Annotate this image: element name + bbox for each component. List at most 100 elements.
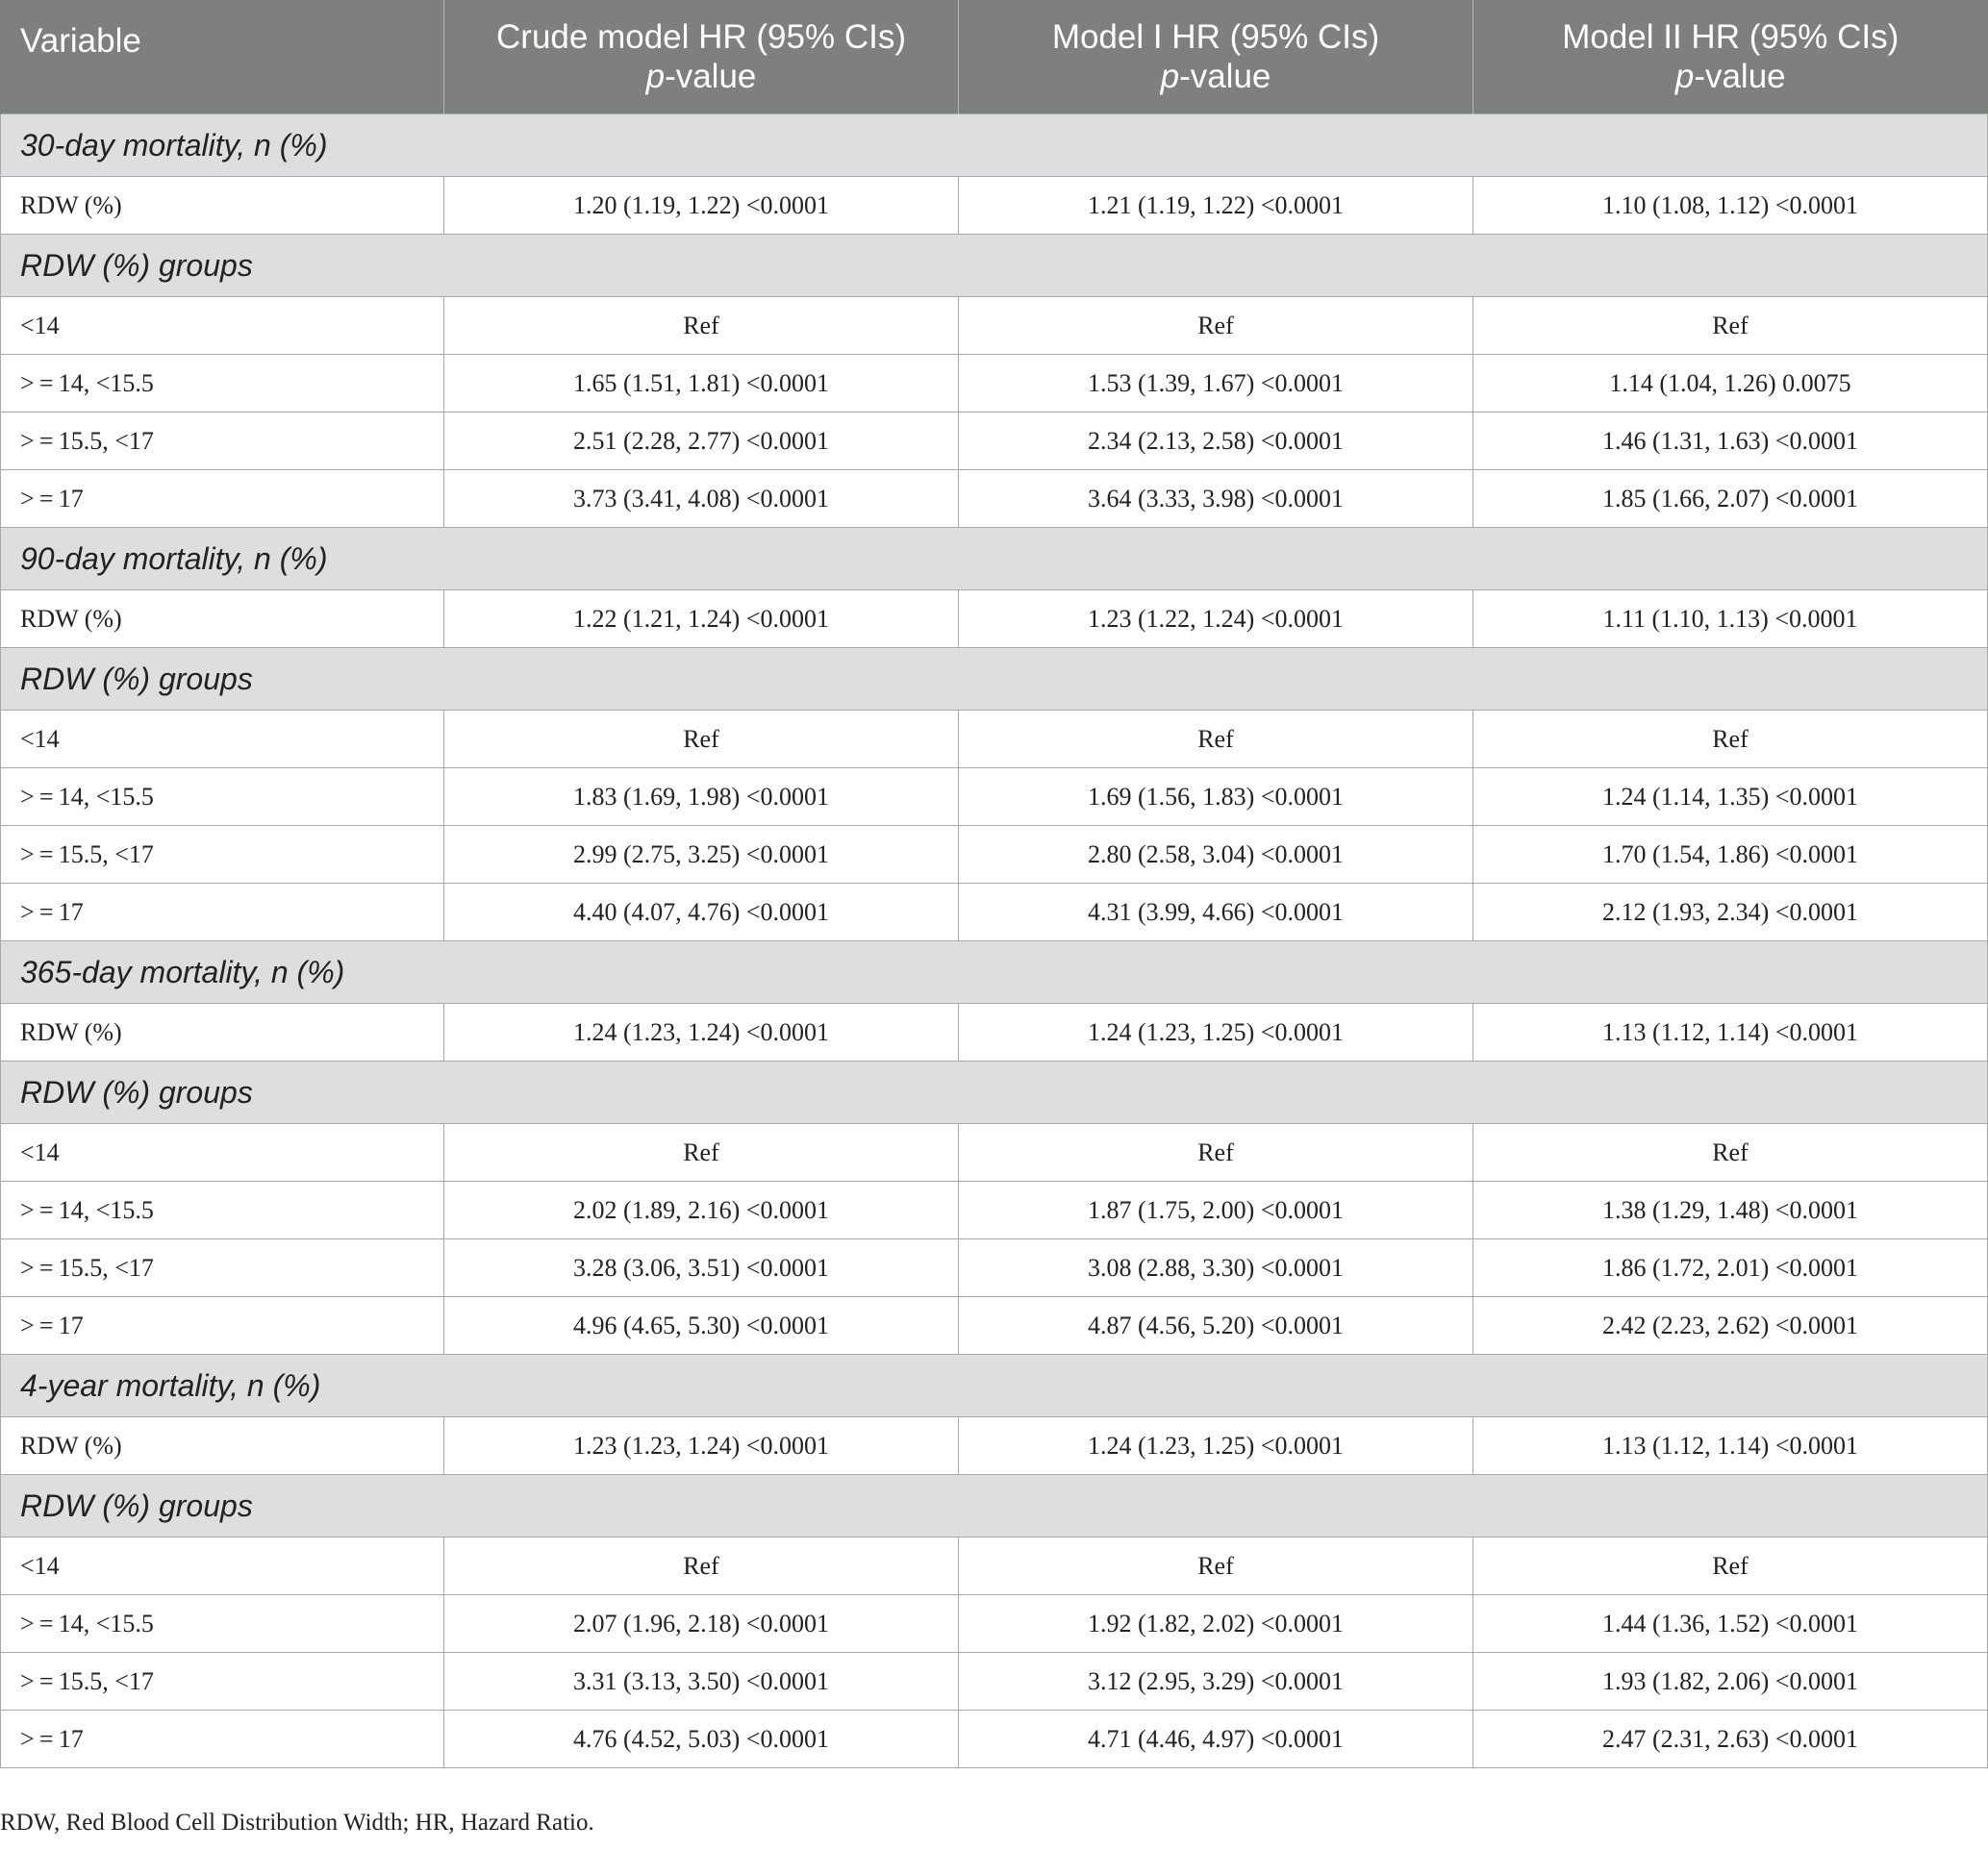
cell-model-ii: 1.24 (1.14, 1.35) <0.0001 — [1472, 767, 1988, 826]
subsection-header-row: RDW (%) groups — [0, 1061, 1988, 1124]
cell-model-i: Ref — [958, 296, 1473, 355]
cell-model-ii: 2.47 (2.31, 2.63) <0.0001 — [1472, 1710, 1988, 1768]
results-table-container: Variable Crude model HR (95% CIs) p-valu… — [0, 0, 1988, 1768]
subsection-header-row: RDW (%) groups — [0, 234, 1988, 297]
subsection-title: RDW (%) groups — [0, 1061, 1988, 1124]
cell-variable: > = 15.5, <17 — [0, 825, 444, 884]
cell-model-i: 2.80 (2.58, 3.04) <0.0001 — [958, 825, 1473, 884]
header-crude-model-label: Crude model HR (95% CIs) — [496, 18, 906, 56]
cell-model-i: 3.08 (2.88, 3.30) <0.0001 — [958, 1238, 1473, 1297]
cell-model-ii: Ref — [1472, 1537, 1988, 1595]
cell-crude-model: 1.20 (1.19, 1.22) <0.0001 — [443, 176, 959, 235]
cell-variable: RDW (%) — [0, 1003, 444, 1062]
table-header: Variable Crude model HR (95% CIs) p-valu… — [0, 0, 1988, 114]
cell-model-i: Ref — [958, 1537, 1473, 1595]
table-row: RDW (%) 1.24 (1.23, 1.24) <0.0001 1.24 (1.… — [0, 1003, 1988, 1062]
table-row: <14 Ref Ref Ref — [0, 710, 1988, 768]
cell-model-ii: 1.46 (1.31, 1.63) <0.0001 — [1472, 412, 1988, 470]
hazard-ratio-table: Variable Crude model HR (95% CIs) p-valu… — [0, 0, 1988, 1768]
table-row: > = 14, <15.5 2.02 (1.89, 2.16) <0.0001 1.… — [0, 1181, 1988, 1239]
cell-model-i: 4.71 (4.46, 4.97) <0.0001 — [958, 1710, 1473, 1768]
table-row: <14 Ref Ref Ref — [0, 1537, 1988, 1595]
cell-crude-model: 2.02 (1.89, 2.16) <0.0001 — [443, 1181, 959, 1239]
cell-variable: > = 14, <15.5 — [0, 767, 444, 826]
cell-variable: > = 17 — [0, 883, 444, 941]
cell-crude-model: 2.07 (1.96, 2.18) <0.0001 — [443, 1594, 959, 1653]
cell-model-ii: Ref — [1472, 1123, 1988, 1182]
cell-model-i: 1.24 (1.23, 1.25) <0.0001 — [958, 1003, 1473, 1062]
table-row: > = 15.5, <17 3.31 (3.13, 3.50) <0.0001 3.… — [0, 1652, 1988, 1711]
cell-model-ii: 1.85 (1.66, 2.07) <0.0001 — [1472, 469, 1988, 528]
cell-crude-model: 3.28 (3.06, 3.51) <0.0001 — [443, 1238, 959, 1297]
header-variable-label: Variable — [20, 22, 141, 60]
header-model-ii-label: Model II HR (95% CIs) — [1562, 18, 1900, 56]
table-row: > = 17 4.96 (4.65, 5.30) <0.0001 4.87 (4.5… — [0, 1296, 1988, 1355]
cell-variable: > = 14, <15.5 — [0, 1594, 444, 1653]
subsection-title: RDW (%) groups — [0, 647, 1988, 711]
cell-variable: RDW (%) — [0, 589, 444, 648]
cell-model-i: 2.34 (2.13, 2.58) <0.0001 — [958, 412, 1473, 470]
table-row: > = 17 3.73 (3.41, 4.08) <0.0001 3.64 (3.3… — [0, 469, 1988, 528]
p-value-suffix: -value — [1179, 58, 1271, 95]
table-row: > = 17 4.76 (4.52, 5.03) <0.0001 4.71 (4.4… — [0, 1710, 1988, 1768]
cell-model-i: 4.87 (4.56, 5.20) <0.0001 — [958, 1296, 1473, 1355]
cell-model-ii: 1.38 (1.29, 1.48) <0.0001 — [1472, 1181, 1988, 1239]
cell-model-ii: 1.10 (1.08, 1.12) <0.0001 — [1472, 176, 1988, 235]
cell-model-ii: Ref — [1472, 710, 1988, 768]
cell-model-i: 3.64 (3.33, 3.98) <0.0001 — [958, 469, 1473, 528]
table-row: <14 Ref Ref Ref — [0, 1123, 1988, 1182]
cell-variable: RDW (%) — [0, 176, 444, 235]
cell-model-i: 1.87 (1.75, 2.00) <0.0001 — [958, 1181, 1473, 1239]
cell-variable: <14 — [0, 1123, 444, 1182]
cell-model-i: 4.31 (3.99, 4.66) <0.0001 — [958, 883, 1473, 941]
table-row: > = 15.5, <17 2.99 (2.75, 3.25) <0.0001 2.… — [0, 825, 1988, 884]
cell-variable: > = 15.5, <17 — [0, 1238, 444, 1297]
section-header-row: 90-day mortality, n (%) — [0, 527, 1988, 590]
cell-crude-model: 4.40 (4.07, 4.76) <0.0001 — [443, 883, 959, 941]
cell-model-ii: 1.11 (1.10, 1.13) <0.0001 — [1472, 589, 1988, 648]
table-row: RDW (%) 1.20 (1.19, 1.22) <0.0001 1.21 (1.… — [0, 176, 1988, 235]
table-row: > = 14, <15.5 1.83 (1.69, 1.98) <0.0001 1.… — [0, 767, 1988, 826]
cell-model-i: 1.23 (1.22, 1.24) <0.0001 — [958, 589, 1473, 648]
cell-variable: > = 14, <15.5 — [0, 1181, 444, 1239]
table-row: > = 15.5, <17 2.51 (2.28, 2.77) <0.0001 2.… — [0, 412, 1988, 470]
cell-model-ii: 1.70 (1.54, 1.86) <0.0001 — [1472, 825, 1988, 884]
cell-variable: > = 15.5, <17 — [0, 1652, 444, 1711]
cell-variable: <14 — [0, 1537, 444, 1595]
subsection-header-row: RDW (%) groups — [0, 647, 1988, 711]
table-footnote: RDW, Red Blood Cell Distribution Width; … — [0, 1810, 594, 1836]
p-italic: p — [645, 58, 666, 95]
cell-crude-model: 1.65 (1.51, 1.81) <0.0001 — [443, 354, 959, 412]
cell-variable: > = 14, <15.5 — [0, 354, 444, 412]
header-row: Variable Crude model HR (95% CIs) p-valu… — [0, 0, 1988, 114]
cell-model-ii: 1.14 (1.04, 1.26) 0.0075 — [1472, 354, 1988, 412]
cell-crude-model: 4.76 (4.52, 5.03) <0.0001 — [443, 1710, 959, 1768]
table-row: > = 14, <15.5 2.07 (1.96, 2.18) <0.0001 1.… — [0, 1594, 1988, 1653]
cell-model-i: 3.12 (2.95, 3.29) <0.0001 — [958, 1652, 1473, 1711]
table-body: 30-day mortality, n (%) RDW (%) 1.20 (1.19… — [0, 113, 1988, 1768]
cell-crude-model: 1.83 (1.69, 1.98) <0.0001 — [443, 767, 959, 826]
p-value-suffix: -value — [665, 58, 757, 95]
section-title: 4-year mortality, n (%) — [0, 1354, 1988, 1417]
cell-model-ii: 1.44 (1.36, 1.52) <0.0001 — [1472, 1594, 1988, 1653]
cell-model-i: 1.24 (1.23, 1.25) <0.0001 — [958, 1416, 1473, 1475]
subsection-title: RDW (%) groups — [0, 234, 1988, 297]
cell-variable: > = 17 — [0, 1296, 444, 1355]
cell-model-ii: 2.42 (2.23, 2.62) <0.0001 — [1472, 1296, 1988, 1355]
cell-variable: <14 — [0, 710, 444, 768]
header-model-i-label: Model I HR (95% CIs) — [1051, 18, 1380, 56]
cell-crude-model: 4.96 (4.65, 5.30) <0.0001 — [443, 1296, 959, 1355]
cell-model-ii: 1.13 (1.12, 1.14) <0.0001 — [1472, 1416, 1988, 1475]
cell-crude-model: 1.24 (1.23, 1.24) <0.0001 — [443, 1003, 959, 1062]
table-row: > = 14, <15.5 1.65 (1.51, 1.81) <0.0001 1.… — [0, 354, 1988, 412]
cell-model-i: 1.69 (1.56, 1.83) <0.0001 — [958, 767, 1473, 826]
cell-crude-model: 3.31 (3.13, 3.50) <0.0001 — [443, 1652, 959, 1711]
cell-crude-model: 1.22 (1.21, 1.24) <0.0001 — [443, 589, 959, 648]
cell-model-ii: 1.93 (1.82, 2.06) <0.0001 — [1472, 1652, 1988, 1711]
cell-model-ii: 1.86 (1.72, 2.01) <0.0001 — [1472, 1238, 1988, 1297]
cell-crude-model: Ref — [443, 1123, 959, 1182]
cell-variable: > = 17 — [0, 1710, 444, 1768]
cell-variable: > = 17 — [0, 469, 444, 528]
cell-model-i: Ref — [958, 710, 1473, 768]
table-row: <14 Ref Ref Ref — [0, 296, 1988, 355]
